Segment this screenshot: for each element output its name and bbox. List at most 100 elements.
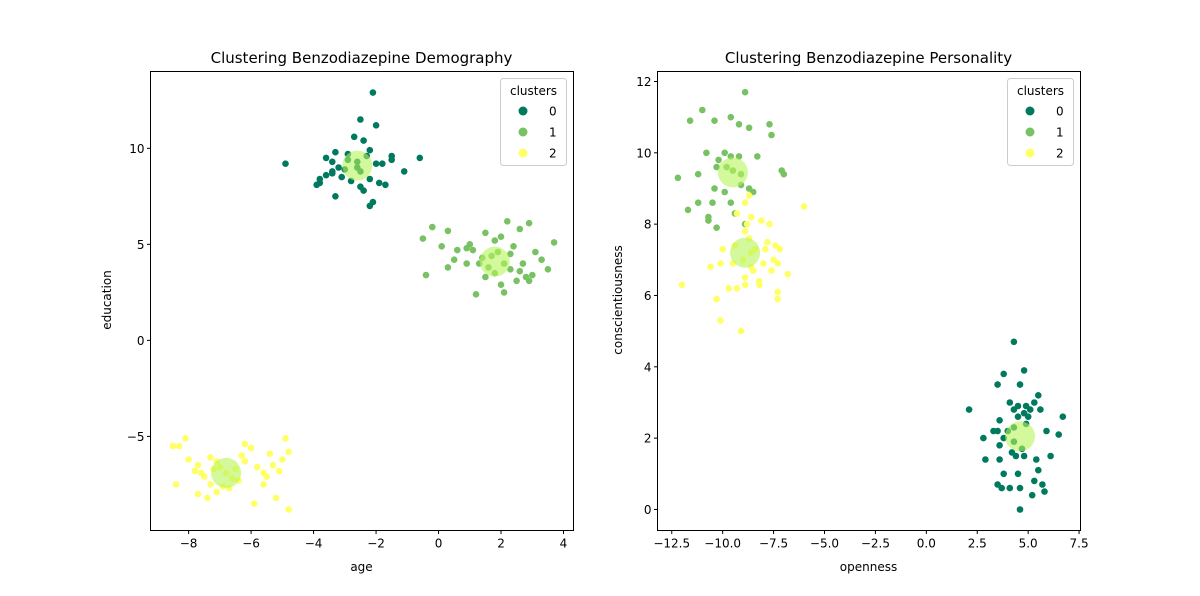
x-tick-label: 5.0	[1019, 537, 1038, 551]
data-point	[982, 456, 989, 463]
data-point	[507, 266, 514, 273]
data-point	[250, 500, 258, 507]
x-tick-label: −4	[305, 537, 323, 551]
data-point	[1014, 470, 1022, 478]
data-point	[717, 260, 724, 267]
data-point	[707, 263, 714, 271]
data-point	[191, 467, 199, 475]
legend-label-0: 0	[1056, 105, 1064, 119]
series-0	[282, 89, 424, 210]
data-point	[800, 203, 808, 210]
data-point	[529, 271, 536, 279]
data-point	[749, 267, 757, 274]
data-point	[1059, 413, 1067, 421]
data-point	[510, 243, 517, 250]
data-point	[758, 217, 765, 224]
legend-title: clusters	[510, 84, 557, 98]
legend: clusters 0 1 2	[1007, 78, 1074, 166]
data-point	[1016, 506, 1024, 513]
data-point	[332, 193, 339, 200]
data-point	[705, 213, 712, 221]
data-point	[204, 494, 211, 502]
data-point	[285, 506, 292, 513]
data-point	[713, 295, 720, 303]
y-ticks: 0 2 4 6 8 10 12	[636, 75, 658, 517]
x-tick-label: 0	[435, 537, 443, 551]
data-point	[1016, 484, 1024, 492]
x-tick-label: 2	[497, 537, 505, 551]
data-point	[766, 220, 773, 228]
data-point	[684, 206, 692, 214]
data-point	[1020, 409, 1028, 417]
data-point	[1016, 381, 1024, 388]
data-point	[980, 434, 987, 442]
data-point	[194, 461, 202, 469]
data-point	[741, 281, 749, 289]
data-point	[463, 260, 471, 267]
data-point	[507, 250, 514, 258]
data-point	[332, 148, 339, 156]
series-2	[169, 435, 292, 513]
data-point	[491, 237, 499, 244]
centroid-marker	[1005, 421, 1035, 452]
data-point	[1014, 413, 1022, 421]
data-point	[715, 156, 722, 164]
data-point	[743, 220, 751, 228]
centroid-marker	[211, 457, 242, 488]
data-point	[713, 224, 720, 231]
data-point	[338, 173, 346, 181]
x-tick-label: −12.5	[653, 537, 690, 551]
data-point	[454, 246, 461, 254]
x-tick-label: −8	[180, 537, 198, 551]
data-point	[335, 164, 342, 171]
data-point	[200, 473, 208, 481]
y-tick-label: 2	[644, 432, 652, 446]
data-point	[172, 481, 180, 488]
data-point	[282, 435, 289, 442]
data-point	[780, 170, 788, 178]
data-point	[504, 218, 511, 225]
y-tick-label: 0	[137, 334, 145, 348]
data-point	[419, 235, 427, 242]
data-point	[450, 256, 458, 264]
scatter-points	[674, 88, 1067, 513]
data-point	[717, 317, 724, 324]
data-point	[1010, 406, 1018, 413]
data-point	[516, 225, 524, 233]
data-point	[1006, 484, 1014, 492]
data-point	[1041, 488, 1048, 495]
data-point	[372, 160, 380, 167]
data-point	[768, 267, 775, 274]
y-tick-label: 0	[644, 503, 652, 517]
axes-frame	[657, 71, 1081, 531]
data-point	[721, 149, 728, 157]
data-point	[745, 124, 753, 132]
data-point	[774, 260, 781, 267]
data-point	[709, 199, 716, 206]
data-point	[497, 281, 505, 289]
data-point	[241, 458, 249, 465]
data-point	[241, 440, 249, 448]
x-tick-label: −2.5	[861, 537, 890, 551]
x-ticks: −12.5 −10.0 −7.5 −5.0 −2.5 0.0 2.5 5.0 7.5	[653, 530, 1089, 551]
data-point	[213, 488, 220, 496]
data-point	[741, 199, 749, 206]
data-point	[721, 188, 728, 196]
data-point	[372, 122, 380, 129]
data-point	[996, 456, 1003, 463]
data-point	[285, 448, 292, 456]
legend-marker-1	[1025, 127, 1035, 137]
data-point	[1043, 427, 1050, 435]
data-point	[532, 248, 539, 256]
data-point	[762, 245, 769, 253]
data-point	[525, 219, 533, 227]
data-point	[674, 174, 682, 182]
data-point	[357, 116, 364, 123]
data-point	[1039, 481, 1046, 488]
data-point	[369, 89, 377, 96]
data-point	[1037, 406, 1044, 413]
legend-label-1: 1	[1056, 126, 1064, 140]
legend-marker-2	[518, 148, 528, 158]
data-point	[1033, 456, 1040, 463]
y-tick-label: 10	[636, 146, 651, 160]
